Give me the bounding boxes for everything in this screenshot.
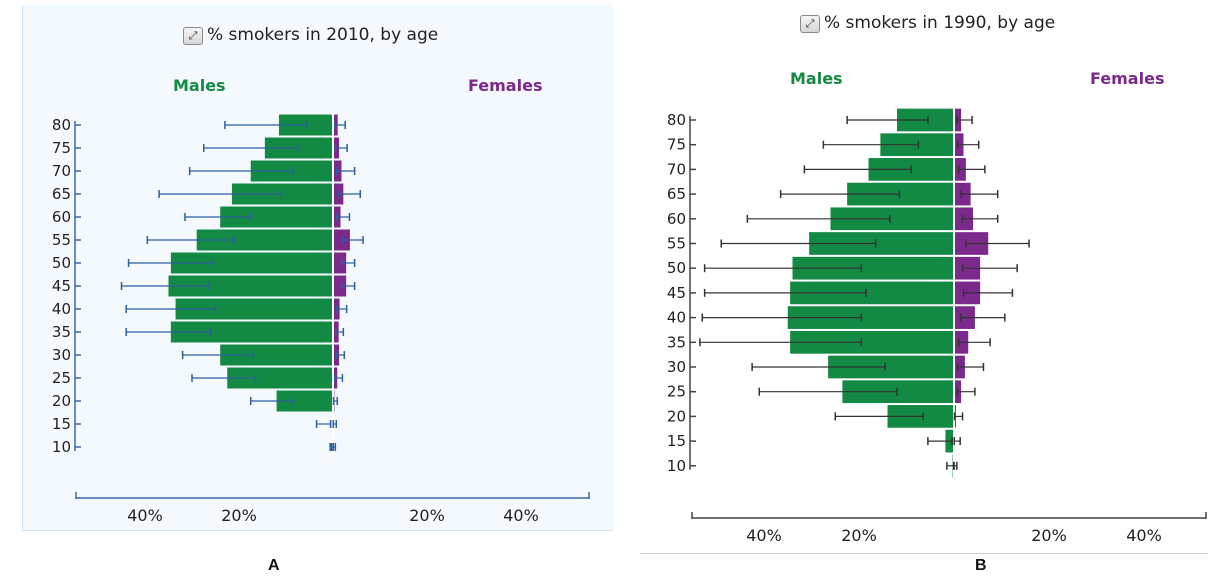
y-tick-label: 20 [52, 392, 71, 410]
x-tick-label: 20% [221, 506, 257, 525]
y-tick-label: 50 [52, 254, 71, 272]
bar-males [231, 183, 333, 205]
y-tick-label: 10 [52, 438, 71, 456]
y-tick-label: 15 [52, 415, 71, 433]
x-tick-label: 40% [127, 506, 163, 525]
chart-title: ⤢% smokers in 1990, by age [800, 13, 1055, 33]
y-tick-label: 10 [667, 457, 686, 475]
y-tick-label: 80 [52, 116, 71, 134]
x-tick-label: 20% [841, 526, 877, 545]
y-tick-label: 55 [667, 235, 686, 253]
y-tick-label: 65 [667, 185, 686, 203]
y-tick-label: 75 [667, 136, 686, 154]
bar-males [227, 367, 333, 389]
y-tick-label: 50 [667, 259, 686, 277]
expand-icon[interactable]: ⤢ [183, 27, 203, 45]
y-tick-label: 70 [667, 160, 686, 178]
bar-females [333, 275, 347, 297]
bar-males [842, 380, 954, 404]
bar-males [790, 281, 954, 305]
y-tick-label: 55 [52, 231, 71, 249]
y-tick-label: 35 [667, 333, 686, 351]
panel-label-b: B [975, 557, 987, 574]
bar-males [170, 252, 333, 274]
bar-males [809, 232, 954, 255]
x-tick-label: 40% [746, 526, 782, 545]
y-tick-label: 60 [667, 210, 686, 228]
x-tick-label: 20% [1031, 526, 1067, 545]
y-tick-label: 65 [52, 185, 71, 203]
y-tick-label: 25 [52, 369, 71, 387]
bar-males [168, 275, 333, 297]
y-tick-label: 70 [52, 162, 71, 180]
x-tick-label: 20% [409, 506, 445, 525]
y-tick-label: 35 [52, 323, 71, 341]
y-tick-label: 75 [52, 139, 71, 157]
y-tick-label: 60 [52, 208, 71, 226]
chart-panel-b: ⤢% smokers in 1990, by age Males Females 8… [640, 5, 1208, 554]
chart-title-text: % smokers in 1990, by age [824, 13, 1056, 33]
y-tick-label: 45 [667, 284, 686, 302]
chart-panel-a: ⤢% smokers in 2010, by age Males Females 8… [22, 5, 613, 531]
bar-males [787, 306, 954, 329]
bar-males [264, 137, 333, 159]
pyramid-chart-2010: Males Females 80 75 70 65 60 55 50 45 40 35 30 25 20 15… [52, 76, 590, 525]
panel-label-a: A [268, 557, 280, 574]
y-tick-label: 40 [52, 300, 71, 318]
y-tick-label: 40 [667, 309, 686, 327]
y-tick-label: 20 [667, 407, 686, 425]
bar-males [790, 330, 954, 354]
bar-males [175, 298, 333, 320]
bar-males [196, 229, 333, 251]
bar-males [828, 355, 954, 379]
bar-males [220, 206, 333, 228]
x-tick-label: 40% [1126, 526, 1162, 545]
bar-males [276, 390, 333, 412]
legend-females: Females [1090, 69, 1164, 88]
bar-females [333, 252, 347, 274]
bar-males [847, 182, 954, 206]
legend-males: Males [173, 76, 226, 95]
expand-icon[interactable]: ⤢ [800, 15, 820, 33]
pyramid-chart-1990: Males Females 80 75 70 65 60 55 50 45 40 35 30 25 20 15… [667, 69, 1207, 545]
y-tick-label: 15 [667, 432, 686, 450]
bar-males [170, 321, 333, 343]
chart-title-text: % smokers in 2010, by age [207, 25, 439, 45]
y-tick-label: 30 [52, 346, 71, 364]
legend-females: Females [468, 76, 542, 95]
bar-males [830, 207, 954, 231]
y-tick-label: 25 [667, 383, 686, 401]
bar-males [220, 344, 333, 366]
chart-title: ⤢% smokers in 2010, by age [183, 25, 438, 45]
y-tick-label: 80 [667, 111, 686, 129]
bar-males [792, 256, 954, 280]
legend-males: Males [790, 69, 843, 88]
bar-females [333, 229, 350, 251]
y-tick-label: 30 [667, 358, 686, 376]
y-tick-label: 45 [52, 277, 71, 295]
x-tick-label: 40% [503, 506, 539, 525]
